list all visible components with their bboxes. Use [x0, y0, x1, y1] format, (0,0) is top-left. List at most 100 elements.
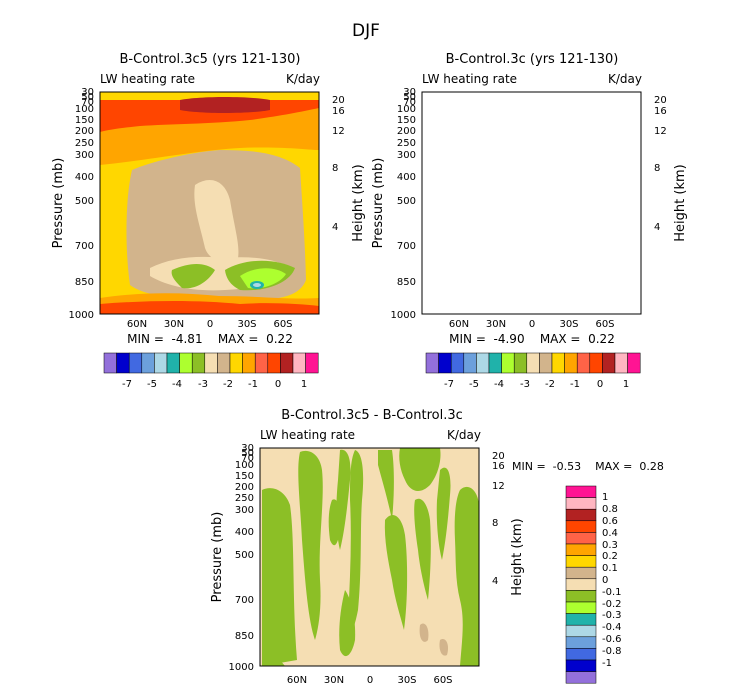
colorbar-swatch	[103, 352, 117, 374]
y-tick-label: 50	[241, 448, 254, 459]
colorbar-swatch	[551, 352, 565, 374]
height-tick-label: 20	[332, 95, 345, 106]
height-tick-label: 4	[654, 222, 660, 233]
y-ticks: 30 50 70 100 150 200 250 300 400 500 700…	[229, 443, 254, 673]
height-tick-label: 8	[492, 518, 498, 529]
colorbar-label: -0.2	[602, 599, 622, 610]
y-tick-label: 70	[403, 97, 416, 108]
colorbar-label: -1	[570, 379, 580, 390]
x-tick-label: 30S	[237, 319, 256, 330]
colorbar-label: 0	[275, 379, 281, 390]
colorbar-label: -5	[147, 379, 157, 390]
colorbar-swatch	[565, 636, 597, 649]
x-tick-label: 60N	[127, 319, 147, 330]
y-right-axis-label: Height (km)	[510, 518, 525, 595]
y-tick-label: 700	[235, 595, 254, 606]
colorbar-label: 0.4	[602, 528, 618, 539]
colorbar-label: 0.8	[602, 504, 618, 515]
y-tick-label: 150	[397, 115, 416, 126]
colorbar-swatch	[488, 352, 502, 374]
colorbar-label: -3	[198, 379, 208, 390]
panel-title: B-Control.3c (yrs 121-130)	[446, 52, 619, 67]
colorbar-swatch	[204, 352, 218, 374]
colorbar: -7 -5 -4 -3 -2 -1 0 1	[425, 352, 641, 390]
colorbar-swatch	[565, 566, 597, 580]
x-tick-label: 30N	[324, 675, 344, 686]
colorbar-label: -2	[223, 379, 233, 390]
y-tick-label: 700	[75, 241, 94, 252]
panel-subtitle-left: LW heating rate	[100, 72, 195, 86]
colorbar-swatch	[565, 671, 597, 684]
colorbar-swatch	[292, 352, 306, 374]
colorbar-swatch	[450, 352, 465, 374]
colorbar: 1 0.8 0.6 0.4 0.3 0.2 0.1 0 -0.1 -0.2 -0…	[565, 485, 622, 684]
contour-fill	[260, 448, 479, 666]
colorbar-label: 0	[602, 575, 608, 586]
height-tick-label: 8	[332, 163, 338, 174]
x-tick-label: 60S	[433, 675, 452, 686]
colorbar-label: -0.4	[602, 622, 622, 633]
y-tick-label: 30	[241, 443, 254, 454]
y-ticks: 30 50 70 100 150 200 250 300 400 500 700…	[69, 87, 94, 321]
colorbar-swatch	[179, 352, 193, 374]
y-tick-label: 150	[235, 471, 254, 482]
colorbar-label: 1	[301, 379, 307, 390]
colorbar-label: 0.2	[602, 551, 618, 562]
colorbar-swatch	[565, 532, 597, 545]
y-tick-label: 300	[397, 150, 416, 161]
colorbar-swatch	[565, 543, 597, 556]
colorbar-label: 0	[597, 379, 603, 390]
colorbar-swatch	[565, 497, 597, 510]
y-tick-label: 1000	[69, 310, 94, 321]
colorbar-label: -1	[248, 379, 258, 390]
y-right-axis-label: Height (km)	[351, 164, 366, 241]
x-tick-label: 60S	[273, 319, 292, 330]
colorbar-label: 1	[602, 492, 608, 503]
panel-subtitle-left: LW heating rate	[422, 72, 517, 86]
colorbar-swatch	[254, 352, 269, 374]
x-tick-label: 0	[367, 675, 373, 686]
colorbar-label: 1	[623, 379, 629, 390]
colorbar-swatch	[565, 520, 597, 533]
x-ticks: 60N 30N 0 30S 60S	[287, 675, 453, 686]
plot-frame	[259, 447, 480, 667]
y-tick-label: 250	[397, 138, 416, 149]
min-max-stats: MIN = -0.53 MAX = 0.28	[512, 460, 664, 473]
min-max-stats: MIN = -4.81 MAX = 0.22	[127, 332, 293, 346]
panel-control-3c: B-Control.3c (yrs 121-130) LW heating ra…	[371, 52, 688, 390]
y-tick-label: 30	[81, 87, 94, 98]
contour-fill	[100, 92, 319, 314]
colorbar-swatch	[565, 613, 597, 626]
y-tick-label: 100	[397, 104, 416, 115]
y-tick-label: 500	[397, 196, 416, 207]
y-tick-label: 200	[397, 126, 416, 137]
colorbar-swatch	[565, 624, 597, 638]
y-tick-label: 850	[235, 631, 254, 642]
y-tick-label: 850	[75, 277, 94, 288]
height-tick-label: 12	[654, 126, 667, 137]
x-tick-label: 60N	[287, 675, 307, 686]
y-tick-label: 70	[241, 453, 254, 464]
y-tick-label: 150	[75, 115, 94, 126]
y-tick-label: 200	[75, 126, 94, 137]
contour-fill	[422, 92, 641, 314]
panel-control-3c5: B-Control.3c5 (yrs 121-130) LW heating r…	[51, 52, 366, 390]
colorbar-label: -0.6	[602, 634, 622, 645]
panel-subtitle-left: LW heating rate	[260, 428, 355, 442]
x-ticks: 60N 30N 0 30S 60S	[449, 319, 615, 330]
colorbar-label: -2	[545, 379, 555, 390]
height-tick-label: 12	[492, 481, 505, 492]
y-tick-label: 250	[235, 493, 254, 504]
x-tick-label: 60S	[595, 319, 614, 330]
colorbar-swatch	[267, 352, 281, 374]
colorbar-label: -0.1	[602, 587, 622, 598]
colorbar-label: -0.3	[602, 610, 622, 621]
y-tick-label: 300	[235, 505, 254, 516]
panel-title: B-Control.3c5 (yrs 121-130)	[120, 52, 301, 67]
height-tick-label: 4	[492, 576, 498, 587]
colorbar-swatch	[425, 352, 439, 374]
colorbar-swatch	[141, 352, 155, 374]
colorbar-swatch	[242, 352, 256, 374]
y-axis-label: Pressure (mb)	[210, 512, 225, 603]
